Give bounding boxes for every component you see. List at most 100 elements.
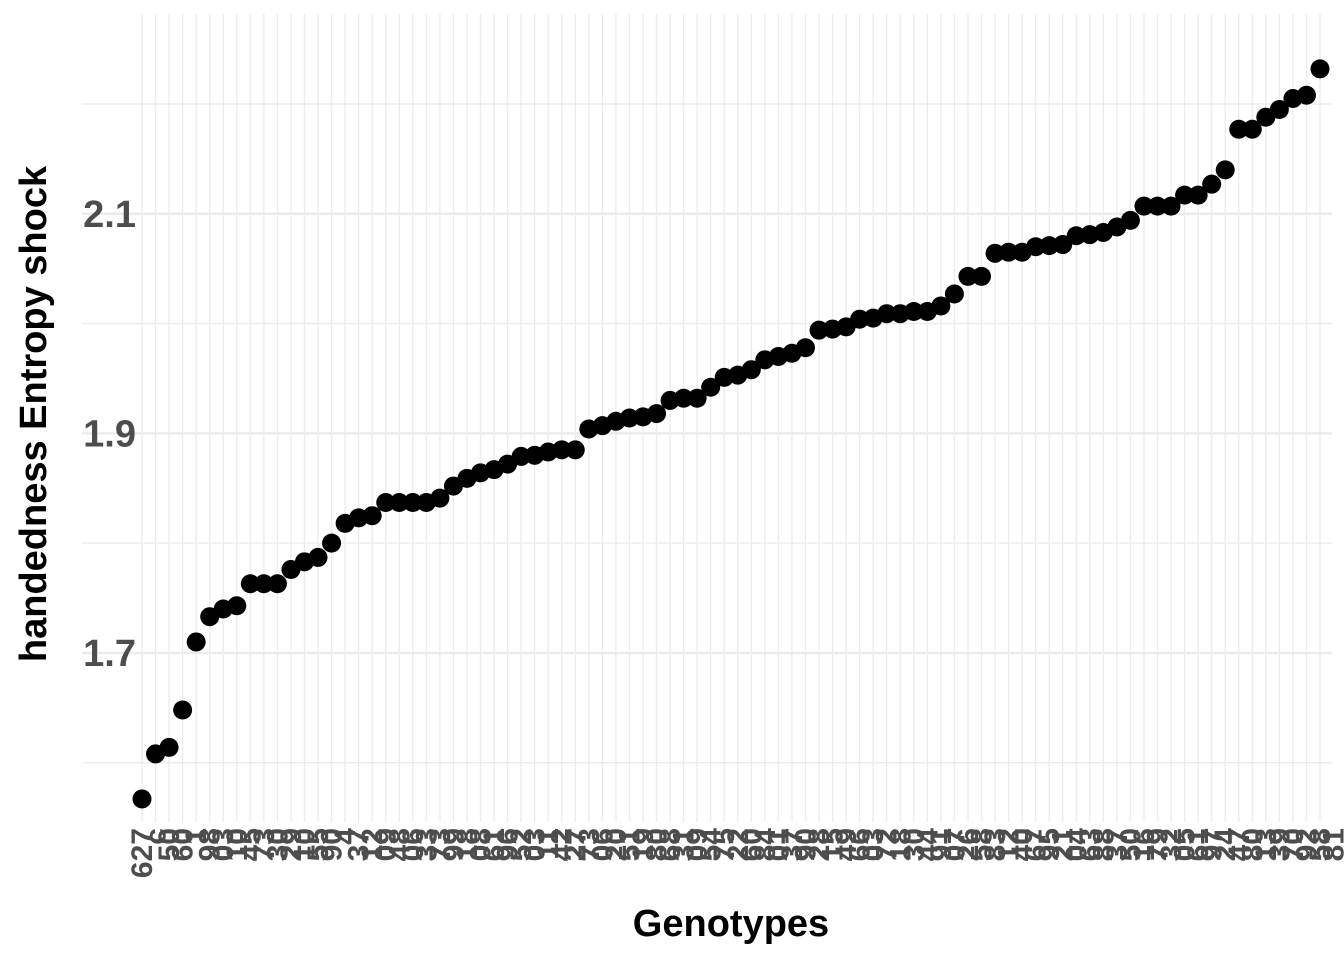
- x-tick-label: 08: [465, 828, 498, 861]
- x-tick-label: 48: [383, 828, 416, 861]
- data-point: [1229, 119, 1249, 139]
- x-tick-label: 39: [1263, 828, 1296, 861]
- data-point: [1148, 196, 1168, 216]
- x-tick-label: 99: [437, 828, 470, 861]
- data-points: [132, 59, 1330, 809]
- x-tick-label: 80: [641, 828, 674, 861]
- x-tick-label: 72: [871, 828, 904, 861]
- x-tick-label: 03: [857, 828, 890, 861]
- data-point: [1188, 185, 1208, 205]
- data-point: [850, 309, 870, 329]
- x-tick-label: 67: [1020, 828, 1053, 861]
- x-tick-label: 98: [194, 828, 227, 861]
- data-point: [619, 408, 639, 428]
- y-tick-label: 1.7: [83, 633, 136, 675]
- data-point: [430, 488, 450, 508]
- x-tick-label: 61: [478, 828, 511, 861]
- x-tick-label: 27: [559, 828, 592, 861]
- data-point: [267, 574, 287, 594]
- data-point: [362, 506, 382, 526]
- x-tick-label: 29: [275, 828, 308, 861]
- x-tick-label: 44: [911, 828, 944, 862]
- x-tick-label: 12: [993, 828, 1026, 861]
- x-tick-label: 75: [708, 828, 741, 861]
- x-tick-label: 80: [1236, 828, 1269, 861]
- x-tick-label: 31: [668, 828, 701, 861]
- x-tick-label: 60: [735, 828, 768, 861]
- x-tick-label: 18: [884, 828, 917, 861]
- data-point: [240, 574, 260, 594]
- data-point: [173, 700, 193, 720]
- x-tick-label: 06: [586, 828, 619, 861]
- x-tick-label: 60: [167, 828, 200, 861]
- x-tick-label: 20: [600, 828, 633, 861]
- x-tick-label: 90: [789, 828, 822, 861]
- x-tick-label: 07: [938, 828, 971, 861]
- x-tick-label: 28: [803, 828, 836, 861]
- x-tick-label: 50: [1114, 828, 1147, 861]
- x-tick-label: 90: [316, 828, 349, 861]
- x-tick-label: 42: [546, 828, 579, 861]
- data-point: [1066, 226, 1086, 246]
- x-tick-label: 10: [288, 828, 321, 861]
- x-tick-label: 73: [573, 828, 606, 861]
- data-point: [1134, 196, 1154, 216]
- x-tick-label: 03: [519, 828, 552, 861]
- data-point: [1039, 236, 1059, 256]
- x-tick-label: 33: [410, 828, 443, 861]
- x-tick-label: 79: [1142, 828, 1175, 861]
- data-point: [877, 304, 897, 324]
- y-tick-labels: 1.7 1.9 2.1: [83, 194, 136, 675]
- data-point: [944, 284, 964, 304]
- x-tick-label: 30: [261, 828, 294, 861]
- x-tick-label: 24: [1209, 828, 1242, 862]
- x-tick-label: 49: [830, 828, 863, 861]
- x-tick-label: 4: [329, 828, 362, 845]
- x-tick-label: 15: [817, 828, 850, 861]
- x-tick-label: 54: [695, 828, 728, 862]
- data-point: [904, 302, 924, 322]
- x-tick-label: 18: [451, 828, 484, 861]
- data-point: [1026, 237, 1046, 257]
- data-point: [1269, 100, 1289, 120]
- x-tick-label: 09: [681, 828, 714, 861]
- data-point: [552, 440, 572, 460]
- x-tick-label: 06: [397, 828, 430, 861]
- x-tick-label: 09: [370, 828, 403, 861]
- x-tick-label: 37: [1101, 828, 1134, 861]
- x-tick-label: 73: [248, 828, 281, 861]
- data-point: [1242, 119, 1262, 139]
- x-tick-label: 63: [1074, 828, 1107, 861]
- x-tick-label: 40: [1006, 828, 1039, 861]
- x-tick-label: 01: [762, 828, 795, 861]
- x-tick-label: 81: [1318, 828, 1344, 861]
- x-tick-label: 51: [613, 828, 646, 861]
- x-tick-label: 70: [1277, 828, 1310, 861]
- x-tick-label: 50: [153, 828, 186, 861]
- x-tick-label: 1: [180, 828, 213, 845]
- x-tick-label: 10: [221, 828, 254, 861]
- data-point: [741, 360, 761, 380]
- x-tick-label: 83: [979, 828, 1012, 861]
- data-point: [186, 632, 206, 652]
- x-tick-label: 22: [722, 828, 755, 861]
- data-point: [958, 266, 978, 286]
- x-tick-label: 68: [654, 828, 687, 861]
- data-point: [985, 243, 1005, 263]
- x-tick-label: 66: [844, 828, 877, 861]
- x-axis-title: Genotypes: [633, 903, 829, 945]
- x-tick-label: 32: [1155, 828, 1188, 861]
- data-point: [1053, 235, 1073, 255]
- data-point: [1310, 59, 1330, 79]
- data-point: [1202, 174, 1222, 194]
- x-tick-label: 92: [1290, 828, 1323, 861]
- data-point: [701, 377, 721, 397]
- x-tick-label: 21: [1047, 828, 1080, 861]
- y-tick-label: 1.9: [83, 413, 136, 455]
- data-point: [389, 493, 409, 513]
- x-tick-label: 30: [898, 828, 931, 861]
- data-point: [376, 493, 396, 513]
- data-point: [931, 296, 951, 316]
- data-point: [565, 440, 585, 460]
- x-tick-label: 13: [1250, 828, 1283, 861]
